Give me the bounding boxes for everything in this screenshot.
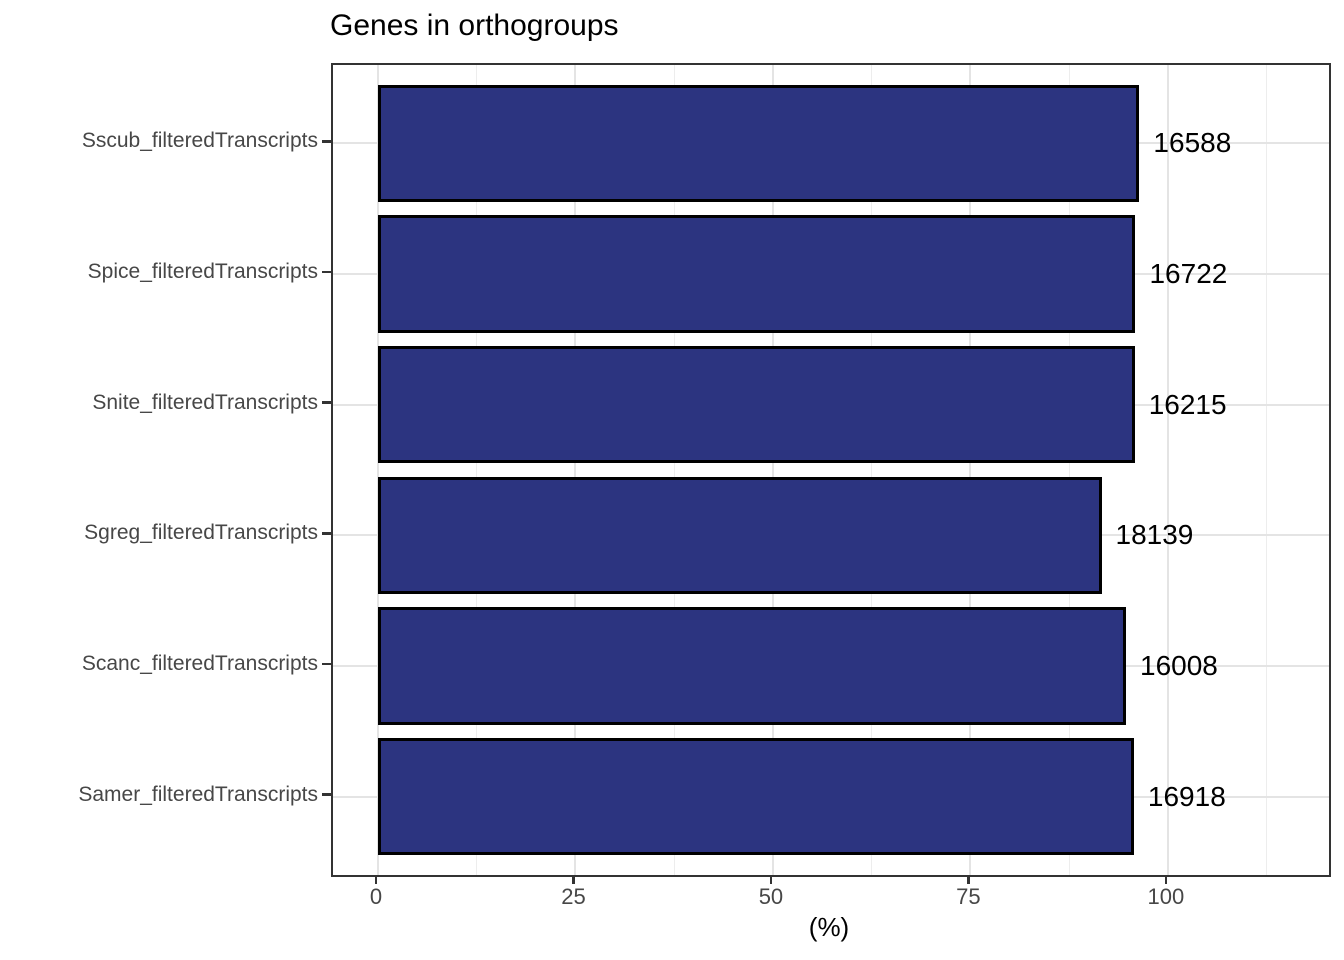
bar-value-label: 16918 (1147, 780, 1226, 812)
bar-sscub_filteredtranscripts (378, 84, 1140, 203)
bar-samer_filteredtranscripts (378, 737, 1134, 856)
y-axis-tick (322, 140, 331, 143)
chart-title: Genes in orthogroups (330, 9, 619, 42)
x-axis-tick-label: 0 (369, 884, 383, 909)
y-axis-label: Scanc_filteredTranscripts (81, 651, 318, 675)
x-axis-tick-label: 50 (758, 884, 784, 909)
bar-value-label: 16008 (1140, 649, 1218, 681)
y-axis-tick (322, 401, 331, 404)
x-axis-tick (572, 875, 575, 884)
x-axis-tick (1164, 875, 1168, 884)
y-axis-tick (322, 270, 331, 274)
x-axis-title: (%) (808, 912, 850, 942)
gridline-vertical-minor (476, 65, 478, 875)
bar-spice_filteredtranscripts (378, 215, 1136, 333)
y-axis-label: Spice_filteredTranscripts (87, 260, 318, 284)
x-axis-tick-label: 75 (956, 884, 981, 909)
gridline-vertical-major (377, 65, 380, 875)
y-axis-label: Samer_filteredTranscripts (78, 782, 318, 806)
y-axis-label: Sgreg_filteredTranscripts (84, 521, 318, 545)
y-axis-tick (322, 793, 331, 796)
gridline-vertical-major (969, 65, 972, 875)
x-axis-tick (967, 875, 970, 884)
gridline-vertical-major (771, 65, 774, 875)
y-axis-tick (322, 662, 331, 666)
gridline-vertical-major (1166, 65, 1169, 875)
bar-sgreg_filteredtranscripts (378, 476, 1102, 595)
gridline-vertical-minor (673, 65, 675, 875)
gridline-vertical-minor (1068, 65, 1070, 875)
bar-value-label: 18139 (1115, 519, 1194, 551)
bar-value-label: 16215 (1148, 388, 1227, 420)
bar-value-label: 16722 (1149, 258, 1228, 290)
x-axis-tick (374, 875, 378, 884)
x-axis-tick (769, 875, 773, 884)
gridline-vertical-minor (871, 65, 873, 875)
x-axis-tick-label: 100 (1147, 884, 1185, 909)
gridline-vertical-major (574, 65, 577, 875)
y-axis-label: Snite_filteredTranscripts (92, 390, 318, 414)
bar-scanc_filteredtranscripts (378, 607, 1126, 725)
gridline-vertical-minor (1266, 65, 1268, 875)
plot-panel: 16588 16722 16215 18139 16008 16918 (331, 63, 1331, 877)
bar-snite_filteredtranscripts (378, 345, 1135, 464)
x-axis-tick-label: 25 (561, 884, 586, 909)
y-axis-tick (322, 532, 331, 535)
bar-value-label: 16588 (1153, 127, 1232, 159)
y-axis-label: Sscub_filteredTranscripts (81, 129, 318, 153)
